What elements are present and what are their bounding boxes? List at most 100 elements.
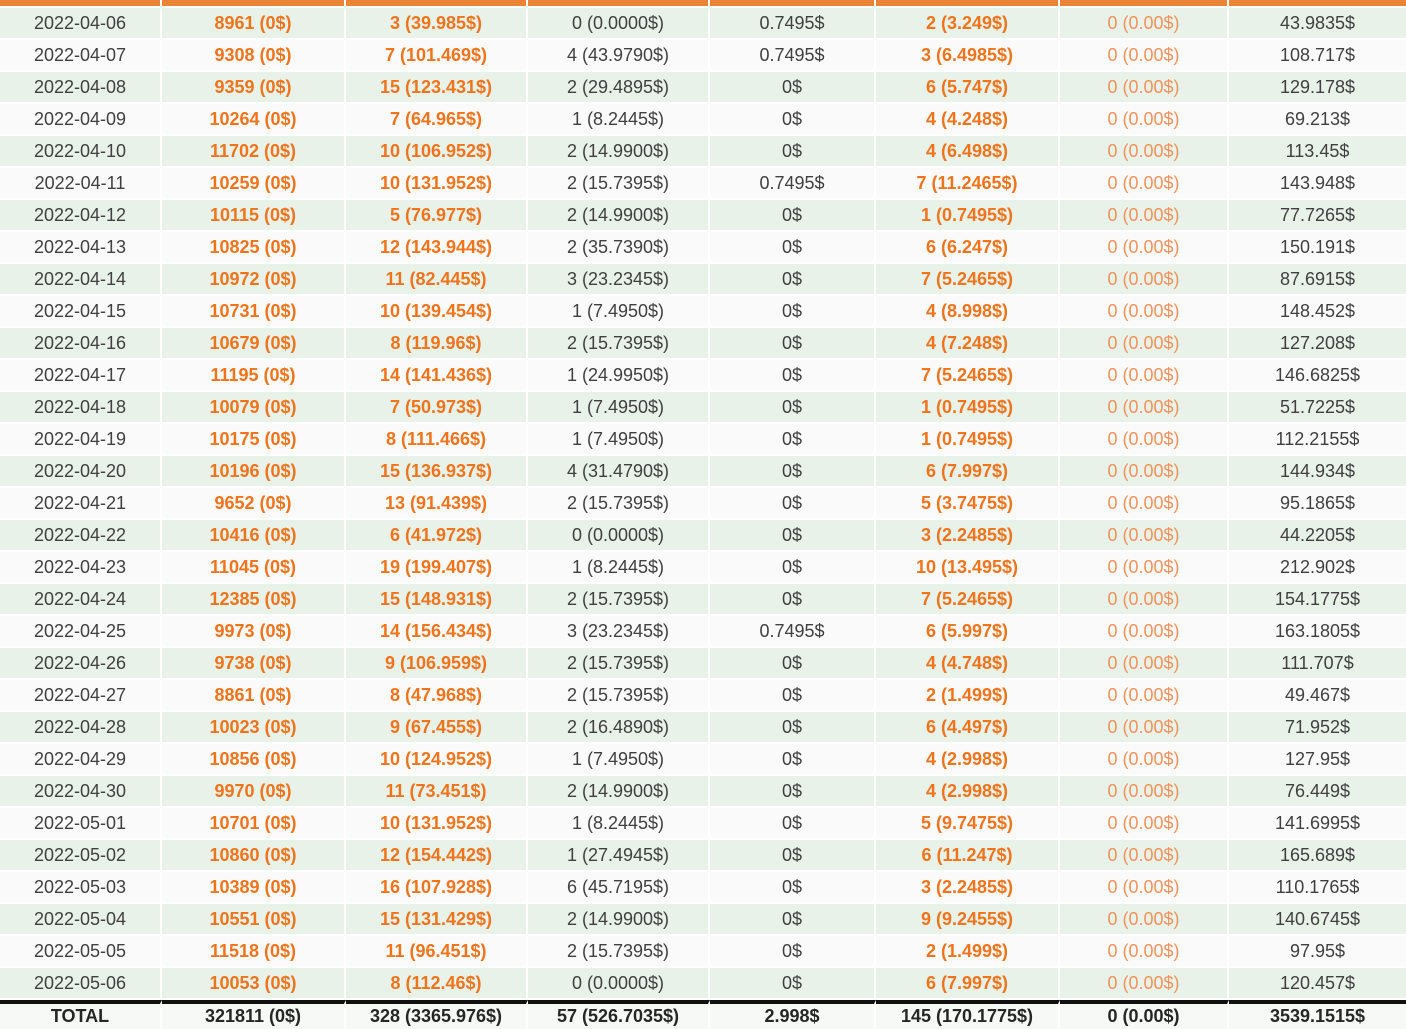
table-cell: 113.45$ xyxy=(1229,136,1406,168)
table-cell: 11045 (0$) xyxy=(162,552,346,584)
table-cell: 9738 (0$) xyxy=(162,648,346,680)
table-cell: 0$ xyxy=(710,232,876,264)
table-row: 2022-04-21 9652 (0$) 13 (91.439$) 2 (15.739… xyxy=(0,488,1406,520)
table-cell: 0 (0.00$) xyxy=(1060,360,1229,392)
table-cell: 3 (2.2485$) xyxy=(876,872,1060,904)
table-cell: 0 (0.00$) xyxy=(1060,424,1229,456)
table-cell: 4 (8.998$) xyxy=(876,296,1060,328)
table-cell: 4 (31.4790$) xyxy=(528,456,710,488)
table-cell: 4 (4.248$) xyxy=(876,104,1060,136)
table-cell: 3 (2.2485$) xyxy=(876,520,1060,552)
table-cell: 15 (148.931$) xyxy=(346,584,528,616)
table-cell: 0 (0.00$) xyxy=(1060,840,1229,872)
table-row: 2022-05-02 10860 (0$) 12 (154.442$) 1 (27.4… xyxy=(0,840,1406,872)
table-cell: 0 (0.00$) xyxy=(1060,936,1229,968)
table-cell: 0$ xyxy=(710,744,876,776)
table-cell: 2 (14.9900$) xyxy=(528,200,710,232)
table-cell: 8961 (0$) xyxy=(162,8,346,40)
table-row: 2022-04-15 10731 (0$) 10 (139.454$) 1 (7.49… xyxy=(0,296,1406,328)
table-cell: 9 (67.455$) xyxy=(346,712,528,744)
table-cell: 3 (23.2345$) xyxy=(528,264,710,296)
table-cell: 4 (2.998$) xyxy=(876,744,1060,776)
table-cell: 2022-04-24 xyxy=(0,584,162,616)
table-cell: 0$ xyxy=(710,200,876,232)
table-cell: 0$ xyxy=(710,904,876,936)
header-bar-cell xyxy=(162,0,346,8)
total-label: TOTAL xyxy=(0,1000,162,1029)
total-cell: 321811 (0$) xyxy=(162,1000,346,1029)
table-cell: 0 (0.00$) xyxy=(1060,616,1229,648)
table-cell: 10196 (0$) xyxy=(162,456,346,488)
table-row: 2022-04-20 10196 (0$) 15 (136.937$) 4 (31.4… xyxy=(0,456,1406,488)
table-cell: 0$ xyxy=(710,328,876,360)
table-cell: 69.213$ xyxy=(1229,104,1406,136)
table-cell: 2 (3.249$) xyxy=(876,8,1060,40)
table-cell: 0.7495$ xyxy=(710,40,876,72)
table-cell: 2 (1.499$) xyxy=(876,936,1060,968)
table-cell: 43.9835$ xyxy=(1229,8,1406,40)
table-cell: 6 (7.997$) xyxy=(876,456,1060,488)
table-cell: 0 (0.00$) xyxy=(1060,8,1229,40)
table-cell: 146.6825$ xyxy=(1229,360,1406,392)
table-row: 2022-05-01 10701 (0$) 10 (131.952$) 1 (8.24… xyxy=(0,808,1406,840)
table-cell: 0 (0.00$) xyxy=(1060,904,1229,936)
table-cell: 2022-04-25 xyxy=(0,616,162,648)
table-cell: 2 (15.7395$) xyxy=(528,168,710,200)
table-cell: 2022-04-09 xyxy=(0,104,162,136)
table-cell: 2 (14.9900$) xyxy=(528,904,710,936)
table-cell: 2 (15.7395$) xyxy=(528,936,710,968)
table-cell: 2022-04-17 xyxy=(0,360,162,392)
table-cell: 0 (0.00$) xyxy=(1060,72,1229,104)
table-cell: 0 (0.00$) xyxy=(1060,456,1229,488)
table-cell: 0 (0.00$) xyxy=(1060,872,1229,904)
table-cell: 1 (8.2445$) xyxy=(528,104,710,136)
table-row: 2022-05-06 10053 (0$) 8 (112.46$) 0 (0.0000… xyxy=(0,968,1406,1000)
total-cell: 328 (3365.976$) xyxy=(346,1000,528,1029)
table-row: 2022-04-26 9738 (0$) 9 (106.959$) 2 (15.739… xyxy=(0,648,1406,680)
table-cell: 0$ xyxy=(710,296,876,328)
table-cell: 0 (0.00$) xyxy=(1060,296,1229,328)
table-cell: 2022-05-01 xyxy=(0,808,162,840)
table-cell: 44.2205$ xyxy=(1229,520,1406,552)
table-row: 2022-04-13 10825 (0$) 12 (143.944$) 2 (35.7… xyxy=(0,232,1406,264)
table-cell: 15 (123.431$) xyxy=(346,72,528,104)
table-cell: 0$ xyxy=(710,72,876,104)
table-row: 2022-05-04 10551 (0$) 15 (131.429$) 2 (14.9… xyxy=(0,904,1406,936)
table-cell: 6 (4.497$) xyxy=(876,712,1060,744)
table-row: 2022-04-18 10079 (0$) 7 (50.973$) 1 (7.4950… xyxy=(0,392,1406,424)
table-cell: 1 (7.4950$) xyxy=(528,744,710,776)
table-cell: 0$ xyxy=(710,776,876,808)
table-cell: 2022-04-28 xyxy=(0,712,162,744)
header-bar-cell xyxy=(0,0,162,8)
table-cell: 3 (39.985$) xyxy=(346,8,528,40)
table-cell: 16 (107.928$) xyxy=(346,872,528,904)
table-cell: 51.7225$ xyxy=(1229,392,1406,424)
table-cell: 7 (5.2465$) xyxy=(876,584,1060,616)
table-cell: 0 (0.00$) xyxy=(1060,168,1229,200)
table-cell: 0 (0.00$) xyxy=(1060,584,1229,616)
table-cell: 0 (0.00$) xyxy=(1060,552,1229,584)
table-cell: 7 (11.2465$) xyxy=(876,168,1060,200)
table-row: 2022-04-12 10115 (0$) 5 (76.977$) 2 (14.990… xyxy=(0,200,1406,232)
table-cell: 6 (5.747$) xyxy=(876,72,1060,104)
table-cell: 12 (143.944$) xyxy=(346,232,528,264)
table-cell: 127.208$ xyxy=(1229,328,1406,360)
table-cell: 112.2155$ xyxy=(1229,424,1406,456)
table-cell: 0$ xyxy=(710,584,876,616)
table-cell: 10 (131.952$) xyxy=(346,808,528,840)
table-body: 2022-04-06 8961 (0$) 3 (39.985$) 0 (0.0000$… xyxy=(0,8,1406,1000)
table-cell: 2022-04-13 xyxy=(0,232,162,264)
table-cell: 2 (16.4890$) xyxy=(528,712,710,744)
table-cell: 0$ xyxy=(710,104,876,136)
table-cell: 10053 (0$) xyxy=(162,968,346,1000)
table-cell: 2 (1.499$) xyxy=(876,680,1060,712)
table-cell: 0 (0.0000$) xyxy=(528,968,710,1000)
table-cell: 0$ xyxy=(710,680,876,712)
table-cell: 0$ xyxy=(710,456,876,488)
table-cell: 5 (76.977$) xyxy=(346,200,528,232)
table-cell: 0$ xyxy=(710,808,876,840)
table-row: 2022-04-22 10416 (0$) 6 (41.972$) 0 (0.0000… xyxy=(0,520,1406,552)
table-cell: 11195 (0$) xyxy=(162,360,346,392)
table-cell: 19 (199.407$) xyxy=(346,552,528,584)
table-cell: 0.7495$ xyxy=(710,8,876,40)
